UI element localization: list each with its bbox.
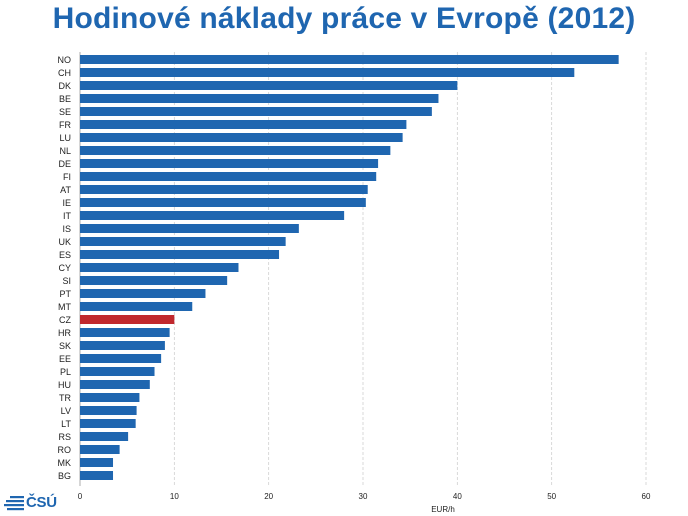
bar-lu	[80, 133, 403, 142]
category-label: UK	[58, 237, 71, 247]
bar-pl	[80, 367, 155, 376]
category-label: AT	[60, 185, 71, 195]
category-label: MT	[58, 302, 71, 312]
category-label: FR	[59, 120, 71, 130]
category-label: RO	[58, 445, 72, 455]
category-label: IT	[63, 211, 72, 221]
bar-be	[80, 94, 439, 103]
bar-sk	[80, 341, 165, 350]
bar-si	[80, 276, 228, 285]
bar-ro	[80, 445, 120, 454]
bar-cy	[80, 263, 239, 272]
category-label: NL	[59, 146, 71, 156]
chart-title: Hodinové náklady práce v Evropě (2012)	[52, 2, 636, 35]
bar-no	[80, 55, 619, 64]
category-label: CH	[58, 68, 71, 78]
category-label: IE	[62, 198, 71, 208]
x-tick-label: 50	[547, 492, 556, 501]
category-label: LV	[61, 406, 71, 416]
bar-de	[80, 159, 379, 168]
bar-pt	[80, 289, 206, 298]
x-tick-label: 0	[78, 492, 83, 501]
logo-text: ČSÚ	[26, 494, 57, 511]
category-label: EE	[59, 354, 71, 364]
bar-uk	[80, 237, 286, 246]
bar-at	[80, 185, 368, 194]
bar-tr	[80, 393, 140, 402]
x-tick-label: 60	[642, 492, 651, 501]
bar-nl	[80, 146, 391, 155]
bar-ie	[80, 198, 366, 207]
bar-mk	[80, 458, 114, 467]
bar-cz	[80, 315, 175, 324]
bar-fi	[80, 172, 377, 181]
category-label: SK	[59, 341, 71, 351]
bar-ch	[80, 68, 575, 77]
category-label: IS	[62, 224, 71, 234]
bar-ee	[80, 354, 162, 363]
bars	[80, 55, 619, 480]
bar-is	[80, 224, 299, 233]
bar-rs	[80, 432, 129, 441]
category-label: SI	[62, 276, 71, 286]
category-label: BG	[58, 471, 71, 481]
category-label: CY	[58, 263, 71, 273]
category-label: LT	[61, 419, 71, 429]
category-label: MK	[58, 458, 72, 468]
category-label: DE	[58, 159, 71, 169]
bar-dk	[80, 81, 458, 90]
bar-hu	[80, 380, 150, 389]
bar-fr	[80, 120, 407, 129]
x-tick-label: 40	[453, 492, 462, 501]
category-label: DK	[58, 81, 71, 91]
x-tick-label: 20	[264, 492, 273, 501]
csu-logo-lines-icon	[4, 495, 24, 510]
category-label: BE	[59, 94, 71, 104]
bar-mt	[80, 302, 193, 311]
csu-logo: ČSÚ	[4, 494, 57, 511]
bar-lv	[80, 406, 137, 415]
category-labels: NO CH DK BE SE FR LU NL DE FI AT IE IT IS UK ES CY SI PT MT…	[58, 55, 72, 481]
category-label: PT	[59, 289, 71, 299]
bar-it	[80, 211, 345, 220]
category-label: LU	[59, 133, 71, 143]
category-label: NO	[58, 55, 72, 65]
bar-hr	[80, 328, 170, 337]
category-label: CZ	[59, 315, 71, 325]
x-tick-labels: 0 10 20 30 40 50 60	[78, 492, 651, 501]
category-label: TR	[59, 393, 71, 403]
category-label: RS	[58, 432, 71, 442]
category-label: HR	[58, 328, 71, 338]
bar-bg	[80, 471, 114, 480]
category-label: PL	[60, 367, 71, 377]
x-axis-title: EUR/h	[431, 505, 455, 514]
category-label: FI	[63, 172, 71, 182]
category-label: HU	[58, 380, 71, 390]
bar-es	[80, 250, 280, 259]
x-tick-label: 30	[359, 492, 368, 501]
category-label: ES	[59, 250, 71, 260]
category-label: SE	[59, 107, 71, 117]
bar-lt	[80, 419, 136, 428]
bar-se	[80, 107, 432, 116]
x-tick-label: 10	[170, 492, 179, 501]
